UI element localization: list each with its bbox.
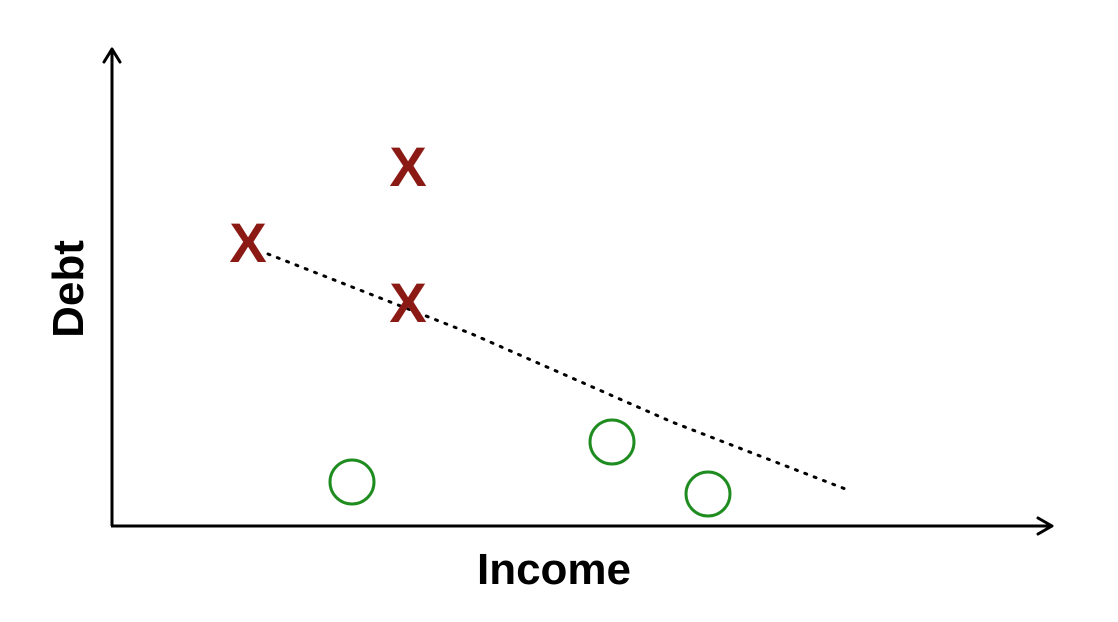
decision-boundary-layer — [266, 252, 850, 492]
circle-marker-1 — [328, 458, 376, 506]
x-marker-3: X — [389, 271, 426, 334]
circle-marker-3 — [684, 470, 732, 518]
x-axis-label: Income — [477, 545, 631, 594]
x-axis-arrow-icon — [1036, 516, 1054, 536]
circle-marker-2 — [588, 418, 636, 466]
data-points-layer: X X X — [229, 135, 732, 518]
y-axis-arrow-icon — [102, 47, 122, 64]
x-marker-1: X — [229, 211, 266, 274]
x-marker-2: X — [389, 135, 426, 198]
y-axis-label: Debt — [44, 240, 93, 338]
decision-boundary — [266, 252, 850, 492]
axes — [102, 47, 1054, 536]
